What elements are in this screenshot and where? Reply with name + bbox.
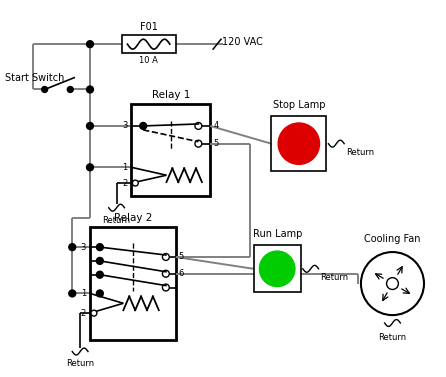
Circle shape xyxy=(87,41,94,48)
Circle shape xyxy=(67,87,73,92)
Bar xyxy=(132,104,210,196)
Text: 120 VAC: 120 VAC xyxy=(222,37,263,47)
Text: 3: 3 xyxy=(81,243,86,251)
Text: 2: 2 xyxy=(81,309,86,318)
Text: 5: 5 xyxy=(179,253,184,262)
Bar xyxy=(121,35,176,53)
Circle shape xyxy=(278,123,319,164)
Circle shape xyxy=(140,123,147,129)
Text: Run Lamp: Run Lamp xyxy=(252,229,302,239)
Circle shape xyxy=(87,164,94,171)
Text: Return: Return xyxy=(103,216,131,225)
Circle shape xyxy=(42,87,48,92)
Text: 10 A: 10 A xyxy=(139,56,158,65)
Text: Return: Return xyxy=(321,273,349,282)
Text: 4: 4 xyxy=(213,121,219,130)
Circle shape xyxy=(260,251,295,287)
Text: Return: Return xyxy=(378,333,406,342)
Text: Return: Return xyxy=(346,148,374,156)
Circle shape xyxy=(96,244,103,251)
Bar xyxy=(90,227,176,340)
Text: Return: Return xyxy=(66,359,94,368)
Circle shape xyxy=(361,252,424,315)
Circle shape xyxy=(162,253,169,261)
Circle shape xyxy=(87,86,94,93)
Text: Cooling Fan: Cooling Fan xyxy=(364,234,421,244)
Text: Start Switch: Start Switch xyxy=(5,73,65,83)
Text: 2: 2 xyxy=(122,179,128,188)
Text: 5: 5 xyxy=(213,139,219,148)
Circle shape xyxy=(387,278,398,290)
Text: 1: 1 xyxy=(81,289,86,298)
Circle shape xyxy=(96,257,103,264)
Circle shape xyxy=(96,290,103,297)
Text: Relay 1: Relay 1 xyxy=(152,90,190,100)
Circle shape xyxy=(132,180,138,186)
Circle shape xyxy=(162,284,169,291)
Text: Stop Lamp: Stop Lamp xyxy=(273,100,325,110)
Text: 6: 6 xyxy=(179,269,184,278)
Circle shape xyxy=(162,270,169,277)
Circle shape xyxy=(195,123,202,129)
Text: 3: 3 xyxy=(122,121,128,130)
Text: 1: 1 xyxy=(122,163,128,172)
Bar xyxy=(271,116,326,171)
Circle shape xyxy=(69,244,76,251)
Circle shape xyxy=(195,140,202,147)
Bar xyxy=(253,245,301,293)
Text: Relay 2: Relay 2 xyxy=(114,213,152,224)
Text: F01: F01 xyxy=(140,22,157,32)
Circle shape xyxy=(69,290,76,297)
Circle shape xyxy=(96,271,103,278)
Circle shape xyxy=(87,123,94,129)
Circle shape xyxy=(91,310,97,316)
